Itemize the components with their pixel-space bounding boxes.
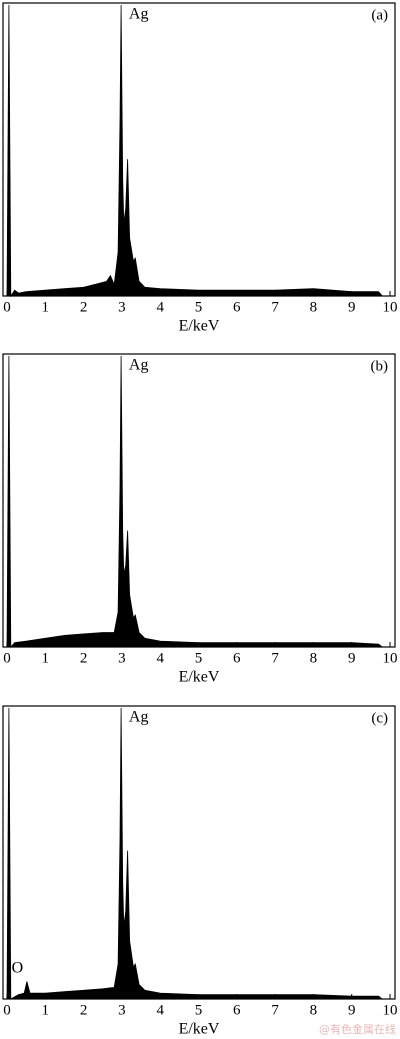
x-tick-label: 7 xyxy=(271,650,279,666)
x-tick-label: 6 xyxy=(233,1002,241,1018)
x-tick-label: 2 xyxy=(80,1002,88,1018)
plot-frame xyxy=(2,2,396,297)
x-tick-label: 10 xyxy=(383,650,398,666)
x-tick-label: 5 xyxy=(195,299,203,315)
x-tick-label: 4 xyxy=(156,1002,164,1018)
x-tick-label: 9 xyxy=(348,650,356,666)
peak-label: Ag xyxy=(129,6,149,23)
x-tick-label: 3 xyxy=(118,1002,126,1018)
x-tick-label: 0 xyxy=(3,299,11,315)
x-tick-label: 10 xyxy=(383,1002,398,1018)
x-tick-label: 6 xyxy=(233,299,241,315)
spectrum xyxy=(6,355,384,649)
x-tick-label: 5 xyxy=(195,1002,203,1018)
x-tick-label: 7 xyxy=(271,1002,279,1018)
x-tick-label: 8 xyxy=(310,299,318,315)
x-tick-label: 1 xyxy=(42,650,50,666)
x-axis-label: E/keV xyxy=(179,318,220,335)
panel-label: (c) xyxy=(371,710,388,726)
x-axis-label: E/keV xyxy=(179,1021,220,1038)
peak-label: O xyxy=(12,960,24,977)
x-tick-label: 9 xyxy=(348,1002,356,1018)
x-tick-label: 5 xyxy=(195,650,203,666)
x-tick-label: 3 xyxy=(118,299,126,315)
x-tick-label: 3 xyxy=(118,650,126,666)
x-tick-label: 8 xyxy=(310,650,318,666)
plot-frame xyxy=(2,705,396,1000)
x-tick-label: 9 xyxy=(348,299,356,315)
spectrum xyxy=(6,4,384,298)
x-tick-label: 4 xyxy=(156,650,164,666)
panel-label: (a) xyxy=(371,7,388,23)
panel-label: (b) xyxy=(371,358,389,374)
x-tick-label: 2 xyxy=(80,650,88,666)
x-tick-label: 0 xyxy=(3,650,11,666)
peak-label: Ag xyxy=(129,357,149,374)
x-tick-label: 7 xyxy=(271,299,279,315)
spectrum xyxy=(6,707,384,1000)
watermark: @有色金属在线 xyxy=(319,1022,396,1036)
x-tick-label: 1 xyxy=(42,1002,50,1018)
peak-label: Ag xyxy=(129,709,149,726)
plot-frame xyxy=(2,353,396,648)
x-axis-label: E/keV xyxy=(179,669,220,686)
x-tick-label: 2 xyxy=(80,299,88,315)
x-tick-label: 0 xyxy=(3,1002,11,1018)
x-tick-label: 4 xyxy=(156,299,164,315)
x-tick-label: 10 xyxy=(383,299,398,315)
x-tick-label: 8 xyxy=(310,1002,318,1018)
x-tick-label: 6 xyxy=(233,650,241,666)
x-tick-label: 1 xyxy=(42,299,50,315)
